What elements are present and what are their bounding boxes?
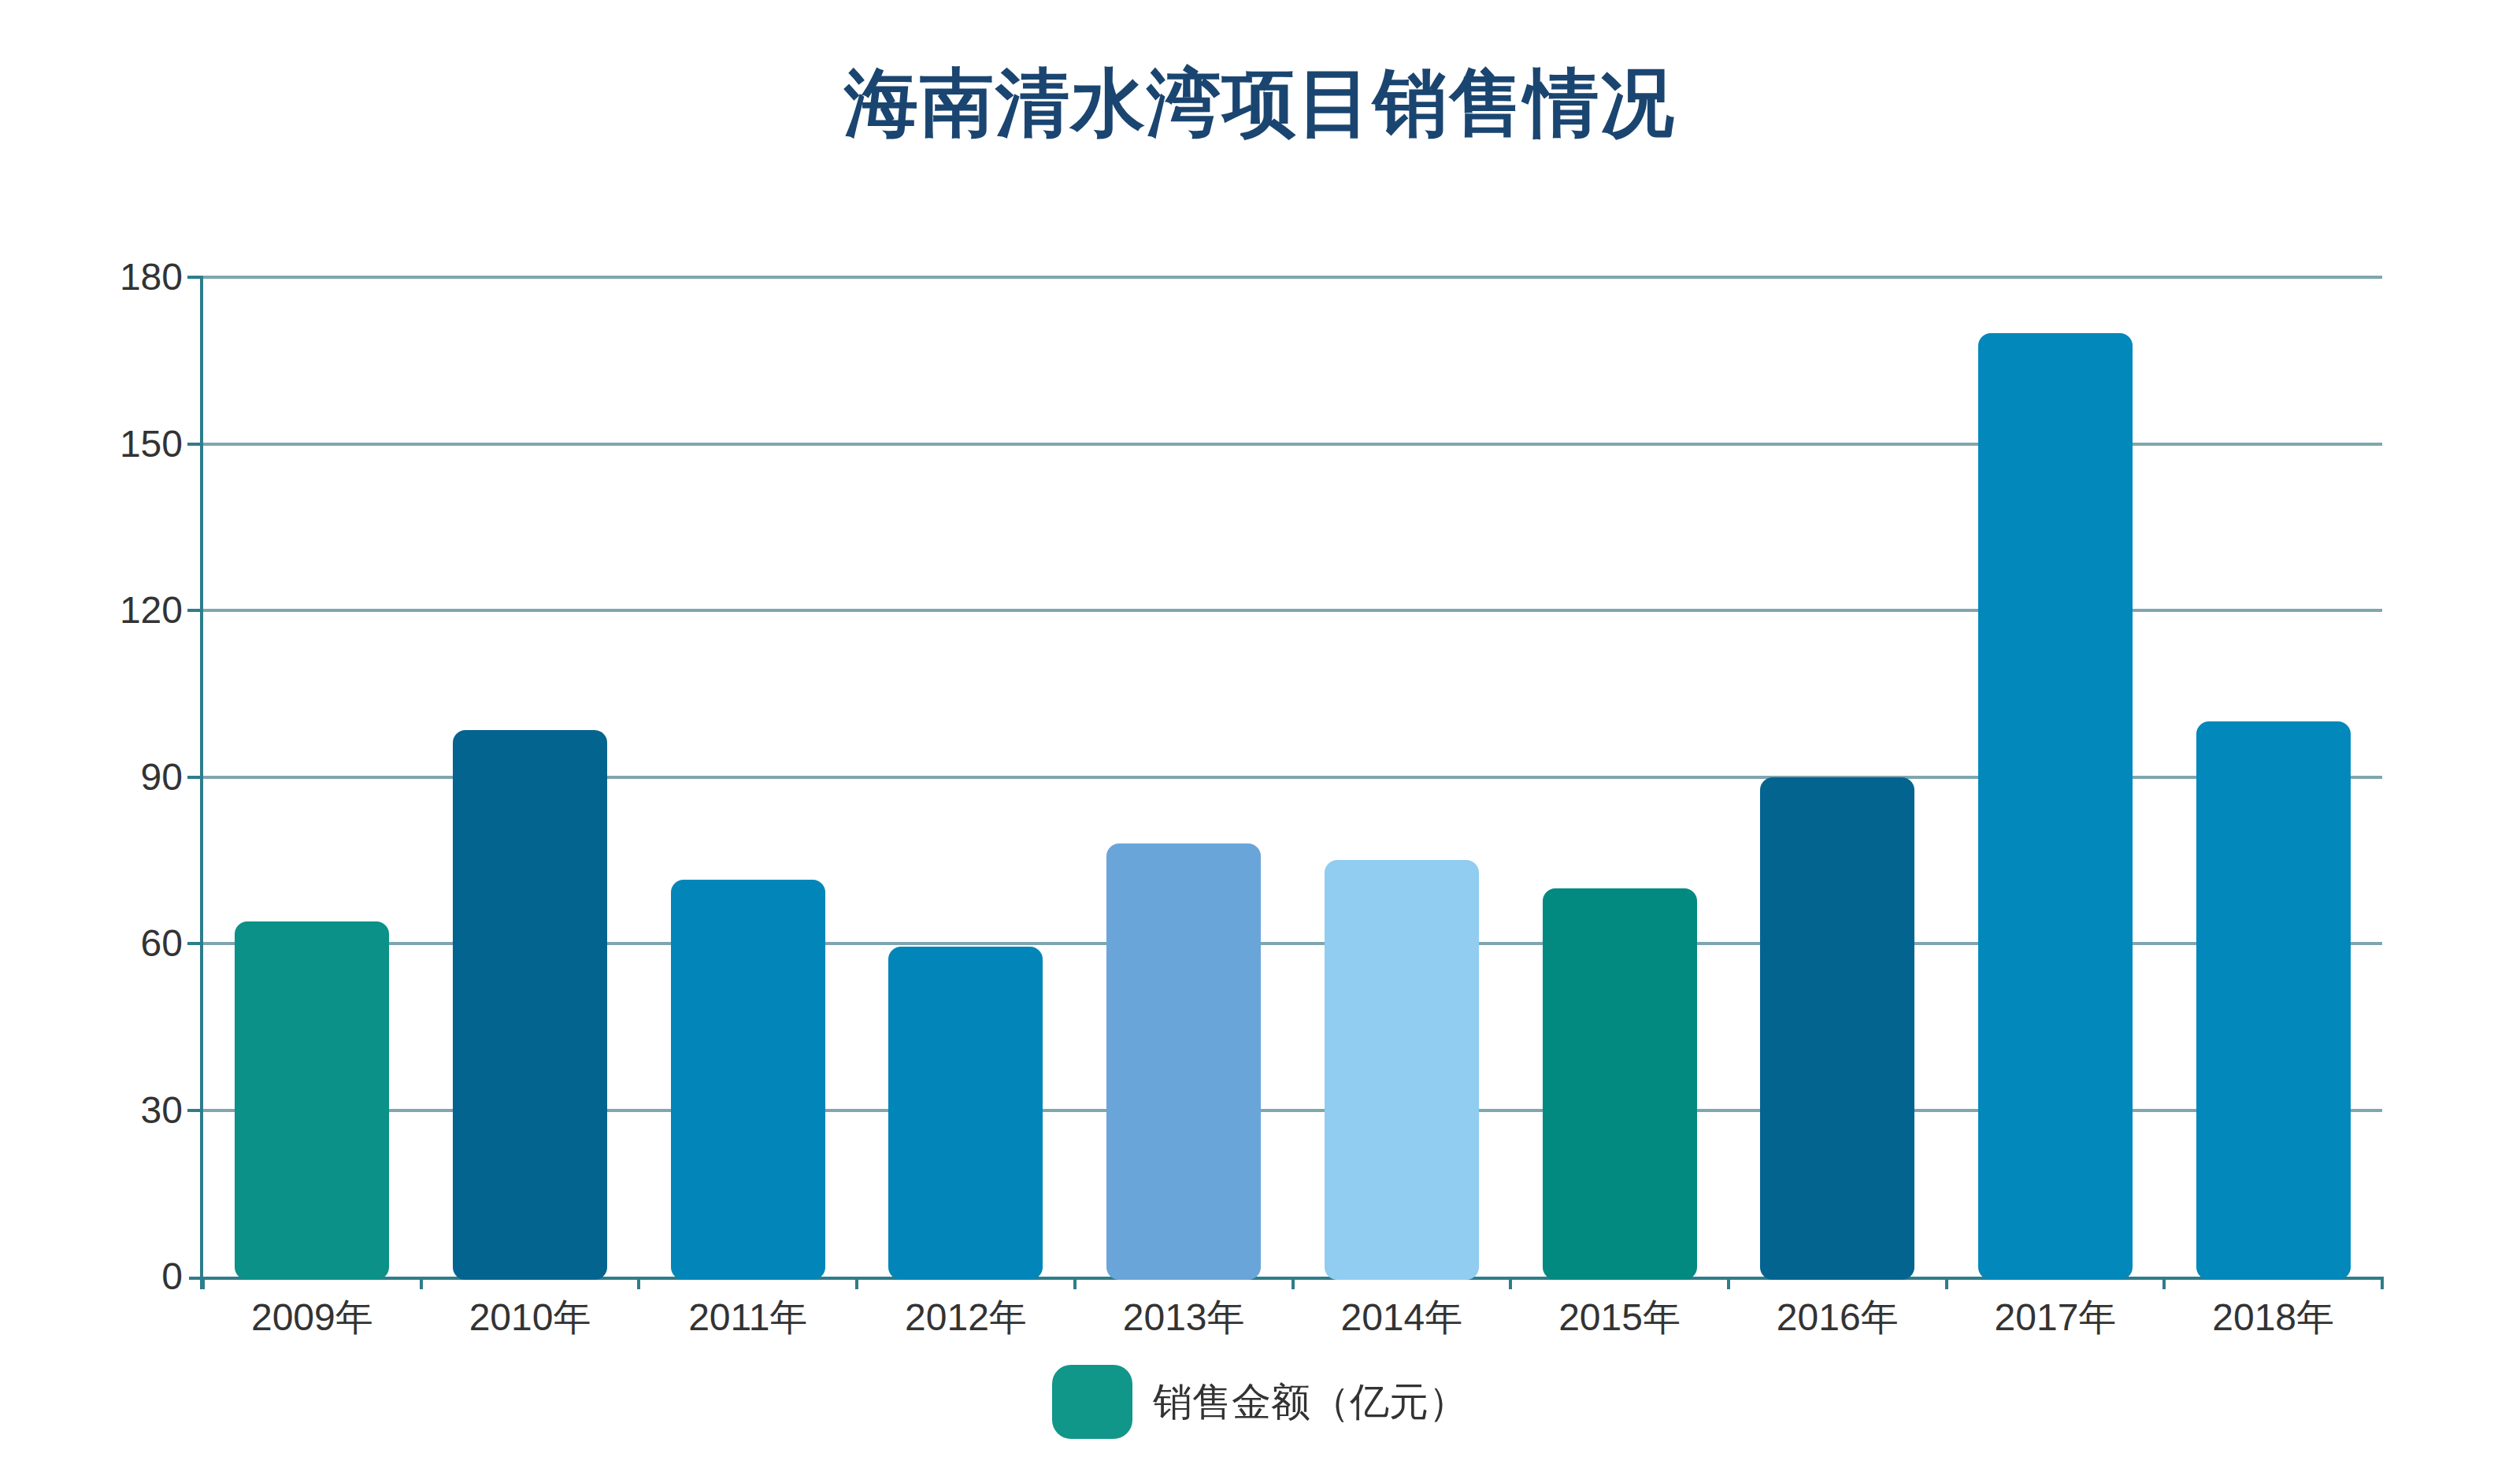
y-axis-label: 150 (9, 422, 183, 466)
x-axis-tick (1292, 1277, 1295, 1289)
y-axis-label: 0 (9, 1255, 183, 1299)
y-axis-label: 120 (9, 588, 183, 632)
bar[interactable] (671, 880, 825, 1280)
bar[interactable] (1543, 888, 1697, 1281)
bar[interactable] (1106, 843, 1261, 1280)
bar[interactable] (1325, 860, 1479, 1280)
chart-title: 海南清水湾项目销售情况 (0, 54, 2520, 154)
y-axis-label: 30 (9, 1088, 183, 1133)
grid-line (203, 276, 2382, 279)
legend[interactable]: 销售金额（亿元） (1052, 1365, 1468, 1439)
y-axis-label: 60 (9, 921, 183, 966)
x-axis-label: 2010年 (421, 1292, 639, 1343)
x-axis-tick (2381, 1277, 2384, 1289)
y-axis-label: 90 (9, 755, 183, 799)
bar[interactable] (235, 921, 389, 1280)
chart-canvas: 海南清水湾项目销售情况 03060901201501802009年2010年20… (0, 0, 2520, 1457)
bar[interactable] (1978, 333, 2133, 1281)
x-axis-tick (637, 1277, 640, 1289)
x-axis-label: 2017年 (1946, 1292, 2165, 1343)
plot-area: 03060901201501802009年2010年2011年2012年2013… (203, 277, 2382, 1277)
x-axis-label: 2012年 (856, 1292, 1075, 1343)
x-axis-tick (1945, 1277, 1948, 1289)
x-axis-tick (2162, 1277, 2166, 1289)
x-axis-label: 2009年 (202, 1292, 421, 1343)
x-axis-tick (420, 1277, 423, 1289)
legend-label: 销售金额（亿元） (1153, 1365, 1468, 1439)
x-axis-label: 2018年 (2164, 1292, 2383, 1343)
x-axis-tick (1509, 1277, 1512, 1289)
x-axis-label: 2016年 (1728, 1292, 1947, 1343)
x-axis-label: 2014年 (1292, 1292, 1511, 1343)
y-axis-line (200, 277, 203, 1289)
bar[interactable] (888, 947, 1043, 1280)
x-axis-tick (1727, 1277, 1730, 1289)
x-axis-label: 2011年 (639, 1292, 858, 1343)
bar[interactable] (2196, 721, 2351, 1280)
bar[interactable] (453, 730, 607, 1280)
x-axis-label: 2015年 (1510, 1292, 1729, 1343)
x-axis-tick (855, 1277, 858, 1289)
bar[interactable] (1760, 777, 1914, 1281)
x-axis-tick (1073, 1277, 1077, 1289)
x-axis-tick (202, 1277, 205, 1289)
x-axis-label: 2013年 (1074, 1292, 1293, 1343)
y-axis-label: 180 (9, 255, 183, 299)
legend-swatch (1052, 1365, 1132, 1439)
